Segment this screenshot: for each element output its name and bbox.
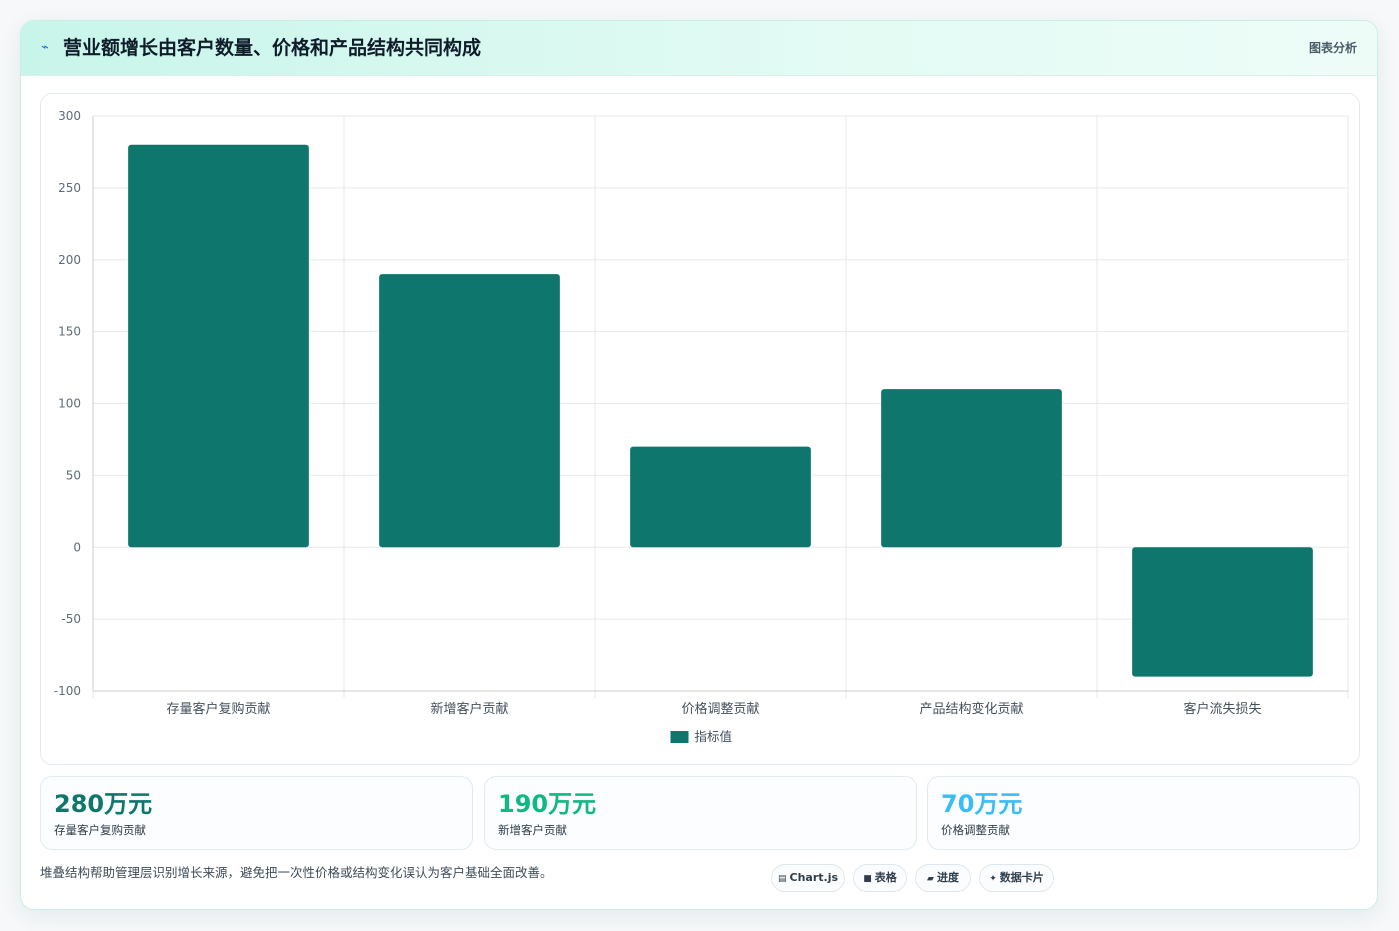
bar-chart: 300 250 200 150 100 50 0 -50 -100 存量客户复购贡献 新增客户贡献 价… <box>54 109 1349 744</box>
chip-chartjs[interactable]: ▤ Chart.js <box>771 864 845 892</box>
chip-label: Chart.js <box>789 871 839 884</box>
bar-2 <box>630 446 811 548</box>
chip-progress[interactable]: ▰ 进度 <box>915 864 971 892</box>
y-tick-label: -50 <box>61 612 81 626</box>
y-tick-label: 0 <box>73 540 81 554</box>
x-tick-label: 存量客户复购贡献 <box>166 701 270 717</box>
chip-data-card[interactable]: ✦ 数据卡片 <box>979 864 1054 892</box>
legend-swatch <box>670 731 689 743</box>
chart-analysis-tag: 图表分析 <box>1308 41 1357 55</box>
kpi-label: 价格调整贡献 <box>941 823 1010 837</box>
y-tick-label: 250 <box>58 181 81 195</box>
x-tick-label: 产品结构变化贡献 <box>919 701 1023 717</box>
kpi-card-new-customers: 190万元 新增客户贡献 <box>484 776 917 850</box>
card-title: 营业额增长由客户数量、价格和产品结构共同构成 <box>63 37 482 59</box>
x-tick-label: 客户流失损失 <box>1183 701 1261 717</box>
kpi-row: 280万元 存量客户复购贡献 190万元 新增客户贡献 70万元 价格调整贡献 <box>40 776 1360 850</box>
chart-icon: ▤ <box>777 874 787 884</box>
kpi-card-repurchase: 280万元 存量客户复购贡献 <box>40 776 473 850</box>
chip-label: 表格 <box>874 871 897 884</box>
kpi-label: 新增客户贡献 <box>498 823 567 837</box>
y-tick-label: 200 <box>58 253 81 267</box>
kpi-card-price-adjust: 70万元 价格调整贡献 <box>927 776 1360 850</box>
kpi-label: 存量客户复购贡献 <box>54 823 146 837</box>
y-tick-label: 300 <box>58 109 81 123</box>
progress-icon: ▰ <box>927 874 934 884</box>
legend-label: 指标值 <box>695 729 733 744</box>
y-tick-label: 100 <box>58 397 81 411</box>
bar-1 <box>379 274 560 548</box>
y-tick-label: 50 <box>66 468 81 482</box>
chart-area: 300 250 200 150 100 50 0 -50 -100 存量客户复购贡献 新增客户贡献 价… <box>40 93 1360 765</box>
trend-icon: ⌁ <box>41 40 49 55</box>
table-icon: ■ <box>863 874 872 884</box>
bar-3 <box>881 389 1062 548</box>
kpi-value: 280万元 <box>54 790 153 818</box>
bar-4 <box>1132 547 1313 677</box>
footnote: 堆叠结构帮助管理层识别增长来源，避免把一次性价格或结构变化误认为客户基础全面改善… <box>40 865 553 880</box>
y-tick-label: 150 <box>58 325 81 339</box>
chip-table[interactable]: ■ 表格 <box>853 864 907 892</box>
kpi-value: 70万元 <box>941 790 1023 818</box>
card-header: ⌁ 营业额增长由客户数量、价格和产品结构共同构成 图表分析 <box>21 21 1377 76</box>
bar-0 <box>128 144 309 548</box>
x-tick-label: 新增客户贡献 <box>430 701 508 717</box>
chip-label: 进度 <box>936 871 959 884</box>
chart-card: ⌁ 营业额增长由客户数量、价格和产品结构共同构成 图表分析 300 250 200 1… <box>20 20 1378 910</box>
kpi-value: 190万元 <box>498 790 597 818</box>
y-tick-label: -100 <box>54 684 81 698</box>
chip-label: 数据卡片 <box>999 871 1044 884</box>
card-icon: ✦ <box>989 874 997 884</box>
x-tick-label: 价格调整贡献 <box>681 701 759 717</box>
